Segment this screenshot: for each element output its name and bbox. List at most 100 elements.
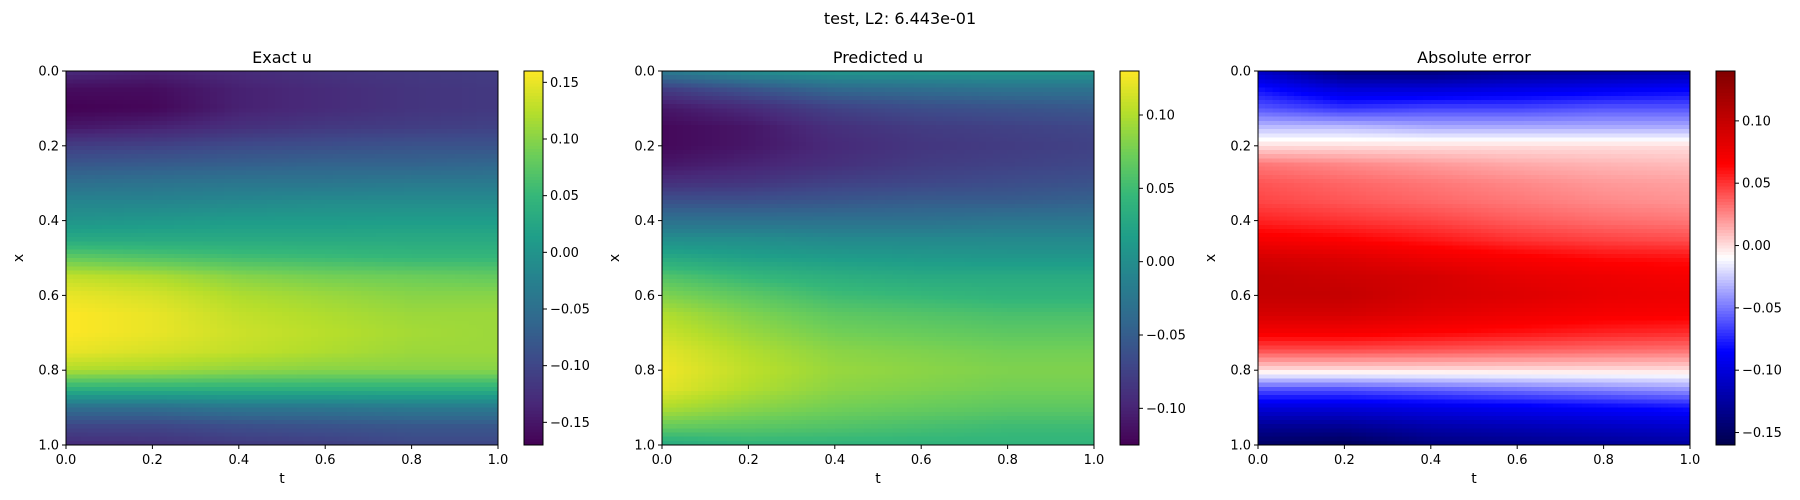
- heatmap-cell: [116, 183, 125, 188]
- heatmap-cell: [152, 83, 161, 89]
- heatmap-cell: [130, 262, 139, 267]
- heatmap-cell: [231, 403, 240, 409]
- heatmap-cell: [418, 129, 427, 134]
- heatmap-cell: [354, 212, 362, 218]
- heatmap-cell: [253, 282, 261, 288]
- heatmap-cell: [483, 187, 492, 193]
- heatmap-cell: [318, 258, 326, 263]
- heatmap-cell: [87, 87, 96, 93]
- heatmap-cell: [390, 241, 398, 247]
- heatmap-cell: [418, 278, 427, 284]
- heatmap-cell: [418, 95, 427, 101]
- heatmap-cell: [390, 216, 398, 222]
- heatmap-cell: [202, 158, 211, 164]
- heatmap-cell: [138, 366, 146, 371]
- heatmap-cell: [188, 357, 197, 363]
- heatmap-cell: [145, 208, 153, 213]
- heatmap-cell: [195, 361, 204, 367]
- heatmap-cell: [130, 382, 139, 388]
- heatmap-cell: [310, 395, 319, 400]
- heatmap-cell: [253, 145, 261, 151]
- heatmap-cell: [454, 374, 463, 380]
- heatmap-cell: [195, 208, 204, 213]
- heatmap-cell: [346, 332, 355, 338]
- heatmap-cell: [73, 112, 81, 118]
- heatmap-cell: [411, 386, 420, 392]
- heatmap-cell: [159, 278, 168, 284]
- heatmap-cell: [174, 174, 182, 180]
- heatmap-cell: [102, 282, 110, 288]
- heatmap-cell: [152, 291, 161, 296]
- heatmap-cell: [109, 133, 117, 139]
- heatmap-cell: [354, 112, 362, 118]
- heatmap-cell: [339, 249, 348, 255]
- heatmap-cell: [145, 79, 153, 85]
- heatmap-cell: [188, 407, 197, 413]
- heatmap-cell: [440, 374, 449, 380]
- heatmap-cell: [418, 316, 427, 321]
- heatmap-cell: [354, 75, 362, 80]
- heatmap-cell: [116, 212, 125, 218]
- heatmap-cell: [174, 137, 182, 143]
- heatmap-cell: [80, 316, 89, 321]
- heatmap-cell: [66, 237, 74, 242]
- heatmap-cell: [332, 341, 341, 346]
- heatmap-cell: [368, 224, 377, 230]
- heatmap-cell: [138, 299, 146, 305]
- heatmap-cell: [332, 382, 341, 388]
- heatmap-cell: [318, 399, 326, 405]
- heatmap-cell: [426, 233, 434, 238]
- heatmap-cell: [94, 270, 103, 276]
- heatmap-cell: [289, 361, 297, 367]
- heatmap-cell: [274, 328, 283, 334]
- heatmap-cell: [246, 166, 254, 172]
- heatmap-cell: [310, 220, 319, 226]
- heatmap-cell: [318, 395, 326, 400]
- heatmap-cell: [296, 411, 305, 417]
- heatmap-cell: [296, 316, 305, 321]
- heatmap-cell: [440, 403, 449, 409]
- heatmap-cell: [202, 361, 211, 367]
- heatmap-cell: [325, 87, 333, 93]
- heatmap-cell: [447, 216, 456, 222]
- heatmap-cell: [94, 216, 103, 222]
- heatmap-cell: [202, 100, 211, 105]
- heatmap-cell: [159, 320, 168, 326]
- heatmap-cell: [346, 370, 355, 375]
- heatmap-cell: [483, 357, 492, 363]
- heatmap-cell: [224, 245, 233, 251]
- heatmap-cell: [368, 287, 377, 292]
- heatmap-cell: [469, 407, 477, 413]
- heatmap-cell: [346, 141, 355, 147]
- heatmap-cell: [375, 241, 384, 247]
- heatmap-cell: [354, 332, 362, 338]
- heatmap-cell: [274, 228, 283, 234]
- heatmap-cell: [210, 203, 218, 209]
- heatmap-cell: [152, 295, 161, 301]
- heatmap-cell: [346, 411, 355, 417]
- heatmap-cell: [361, 390, 369, 396]
- heatmap-cell: [310, 245, 319, 251]
- heatmap-cell: [318, 403, 326, 409]
- heatmap-cell: [195, 307, 204, 313]
- heatmap-cell: [238, 357, 247, 363]
- heatmap-cell: [152, 95, 161, 101]
- heatmap-cell: [318, 187, 326, 193]
- heatmap-cell: [130, 216, 139, 222]
- heatmap-cell: [490, 87, 499, 93]
- heatmap-cell: [404, 141, 413, 147]
- heatmap-cell: [454, 274, 463, 280]
- heatmap-cell: [361, 282, 369, 288]
- heatmap-cell: [325, 399, 333, 405]
- heatmap-cell: [447, 262, 456, 267]
- heatmap-cell: [476, 116, 485, 122]
- heatmap-cell: [202, 341, 211, 346]
- heatmap-cell: [188, 324, 197, 330]
- heatmap-cell: [80, 71, 89, 76]
- heatmap-cell: [440, 116, 449, 122]
- heatmap-cell: [361, 361, 369, 367]
- heatmap-cell: [418, 249, 427, 255]
- heatmap-cell: [94, 183, 103, 188]
- heatmap-cell: [476, 399, 485, 405]
- heatmap-cell: [411, 179, 420, 184]
